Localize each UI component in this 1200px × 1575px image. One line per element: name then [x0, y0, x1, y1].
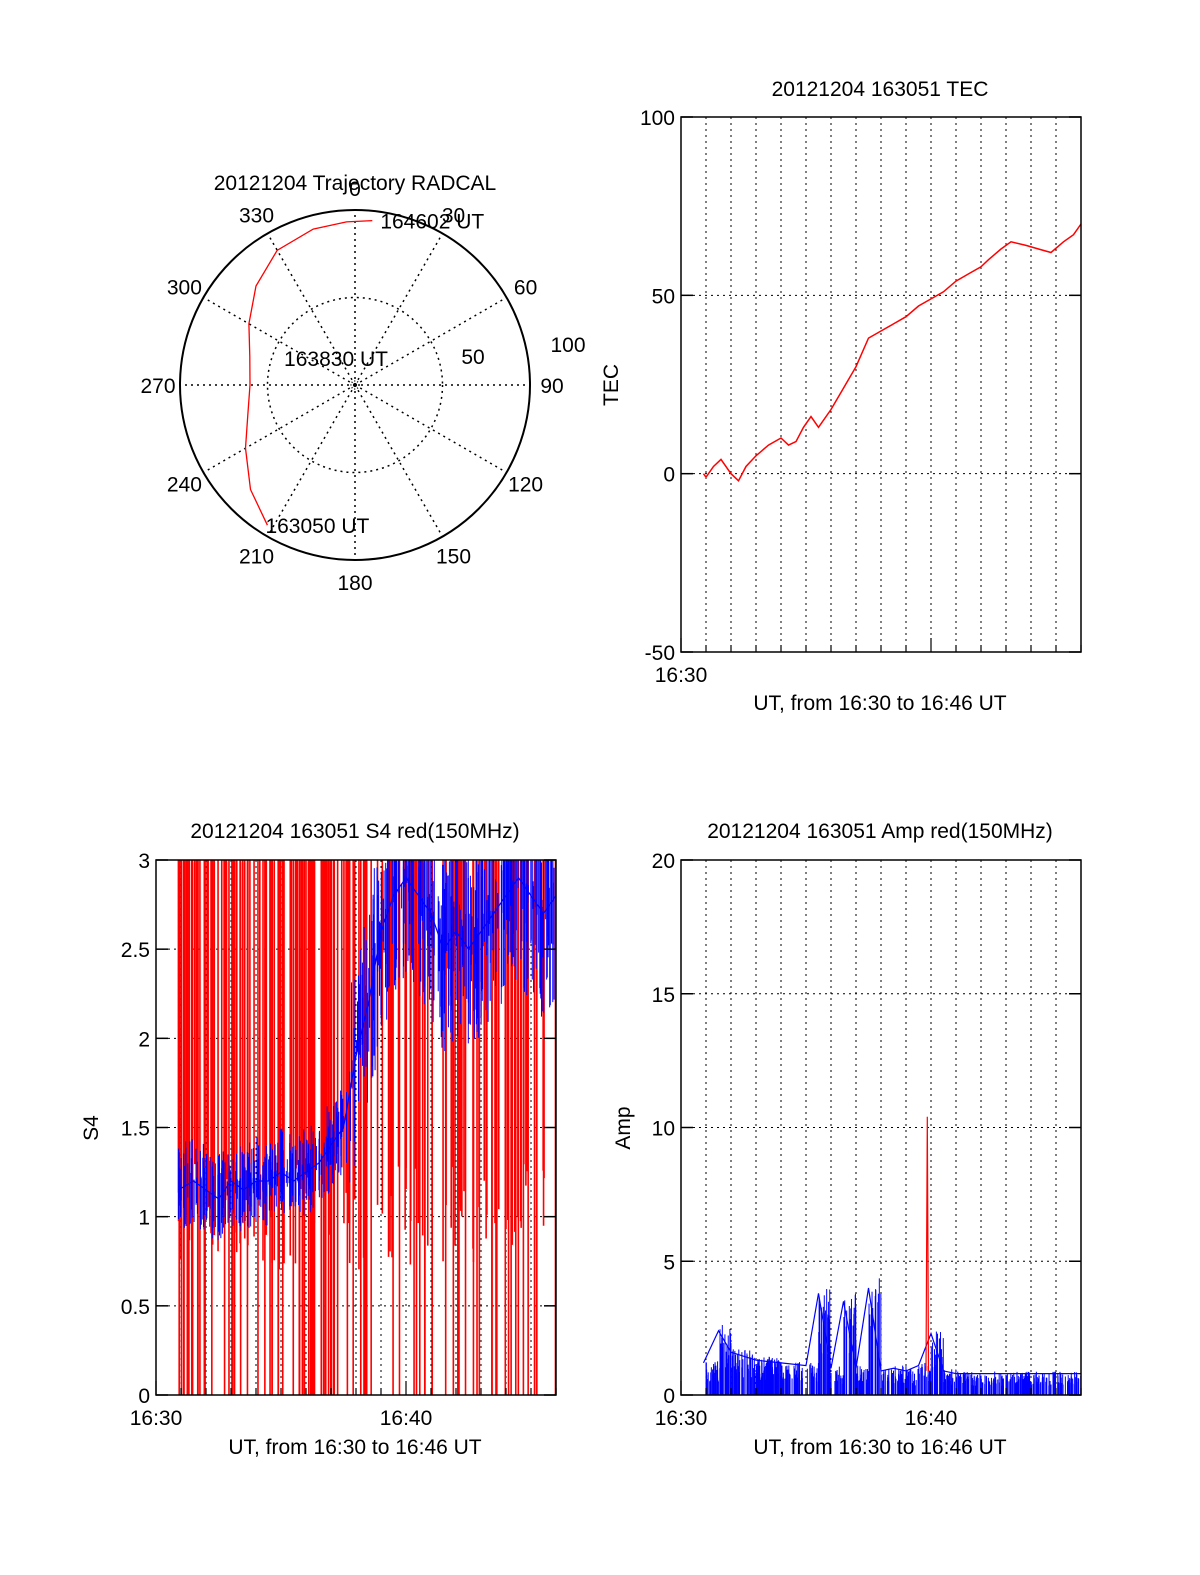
polar-spoke-30	[354, 233, 444, 386]
amp-panel: 20121204 163051 Amp red(150MHz) UT, from…	[612, 820, 1082, 1459]
trajectory-time-label-1: 163830 UT	[284, 348, 388, 371]
polar-spoke-330	[266, 233, 356, 386]
polar-azimuth-label-90: 90	[540, 375, 563, 398]
polar-azimuth-label-120: 120	[508, 474, 543, 497]
polar-trajectory-panel: 20121204 Trajectory RADCAL 0 30 60 90 120 150…	[140, 172, 585, 595]
tec-title: 20121204 163051 TEC	[772, 78, 989, 101]
s4-ytick-label: 1.5	[121, 1118, 150, 1141]
tec-ytick-label: 0	[663, 464, 675, 487]
amp-series-0	[702, 1287, 1081, 1375]
tec-ytick-label: -50	[645, 642, 675, 665]
polar-azimuth-label-30: 30	[442, 204, 465, 227]
amp-ytick-label: 20	[652, 850, 675, 873]
amp-ytick-label: 5	[663, 1251, 675, 1274]
s4-title: 20121204 163051 S4 red(150MHz)	[190, 820, 519, 843]
polar-spoke-120	[354, 384, 507, 474]
s4-ylabel: S4	[80, 1115, 103, 1141]
trajectory-time-label-0: 164602 UT	[380, 211, 484, 234]
amp-ytick-label: 10	[652, 1118, 675, 1141]
amp-xtick-label: 16:40	[905, 1407, 958, 1430]
tec-ylabel: TEC	[600, 364, 623, 406]
polar-radial-label-100: 100	[550, 334, 585, 357]
amp-plot-area: 0 5 10 15 20 16:30 16:40	[652, 850, 1082, 1430]
polar-spoke-210	[266, 384, 356, 537]
polar-azimuth-labels: 0 30 60 90 120 150 180 210 240 270 300 330	[140, 178, 563, 595]
s4-ytick-label: 3	[138, 850, 150, 873]
tec-ytick-label: 50	[652, 285, 675, 308]
tec-plot-area: -50 0 50 100 16:30	[640, 107, 1082, 687]
trajectory-line	[244, 219, 373, 526]
polar-azimuth-label-150: 150	[436, 546, 471, 569]
polar-inner-circle	[266, 296, 444, 474]
s4-ytick-label: 0	[138, 1385, 150, 1408]
polar-spoke-60	[354, 296, 507, 386]
amp-ytick-label: 0	[663, 1385, 675, 1408]
s4-ytick-label: 0.5	[121, 1296, 150, 1319]
s4-series-0	[178, 876, 557, 1200]
polar-grid	[179, 209, 531, 561]
trajectory-time-label-2: 163050 UT	[265, 515, 369, 538]
polar-spoke-150	[354, 384, 444, 537]
polar-track	[244, 219, 373, 526]
amp-ytick-label: 15	[652, 984, 675, 1007]
s4-panel: 20121204 163051 S4 red(150MHz) UT, from …	[80, 820, 557, 1459]
polar-azimuth-label-330: 330	[239, 204, 274, 227]
s4-ytick-label: 1	[138, 1207, 150, 1230]
s4-ytick-label: 2.5	[121, 939, 150, 962]
tec-ytick-label: 100	[640, 107, 675, 130]
s4-xtick-label: 16:40	[380, 1407, 433, 1430]
s4-xtick-label: 16:30	[130, 1407, 183, 1430]
s4-plot-area: 0 0.5 1 1.5 2 2.5 3 16:30 16:40	[121, 850, 557, 1430]
amp-series-1	[925, 1116, 930, 1371]
polar-center	[350, 380, 360, 390]
polar-title: 20121204 Trajectory RADCAL	[214, 172, 497, 195]
amp-xtick-label: 16:30	[655, 1407, 708, 1430]
amp-xlabel: UT, from 16:30 to 16:46 UT	[753, 1436, 1006, 1459]
tec-series-0	[702, 223, 1082, 483]
s4-xlabel: UT, from 16:30 to 16:46 UT	[228, 1436, 481, 1459]
polar-azimuth-label-60: 60	[514, 277, 537, 300]
polar-azimuth-label-0: 0	[349, 178, 361, 201]
tec-xtick-label: 16:30	[655, 664, 708, 687]
polar-azimuth-label-240: 240	[167, 474, 202, 497]
tec-xlabel: UT, from 16:30 to 16:46 UT	[753, 692, 1006, 715]
polar-radial-labels: 50 100	[461, 334, 585, 369]
s4-ytick-label: 2	[138, 1028, 150, 1051]
polar-azimuth-label-270: 270	[140, 375, 175, 398]
polar-azimuth-label-180: 180	[337, 572, 372, 595]
polar-track-labels: 164602 UT 163830 UT 163050 UT	[265, 211, 484, 539]
polar-spoke-300	[203, 296, 356, 386]
tec-panel: 20121204 163051 TEC UT, from 16:30 to 16…	[600, 78, 1082, 715]
polar-radial-label-50: 50	[461, 346, 484, 369]
polar-azimuth-label-300: 300	[167, 277, 202, 300]
amp-title: 20121204 163051 Amp red(150MHz)	[707, 820, 1053, 843]
polar-spoke-240	[203, 384, 356, 474]
amp-ylabel: Amp	[612, 1106, 635, 1149]
polar-azimuth-label-210: 210	[239, 546, 274, 569]
